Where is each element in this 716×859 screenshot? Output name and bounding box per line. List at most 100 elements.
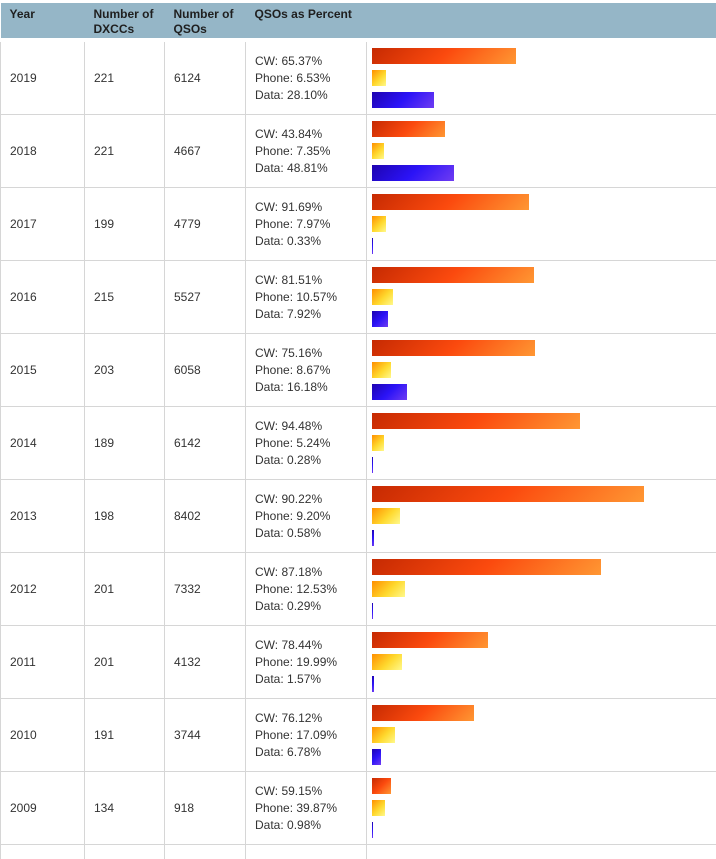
data-percent-label: Data: 0.58%	[255, 525, 322, 540]
year-cell: 2011	[0, 625, 85, 699]
mode-bars-cell	[365, 260, 716, 334]
year-cell: 2016	[0, 260, 85, 334]
phone-percent-label: Phone: 19.99%	[255, 654, 338, 669]
data-bar	[372, 311, 388, 327]
phone-bar	[372, 70, 386, 86]
cw-bar	[372, 267, 534, 283]
phone-bar	[372, 435, 384, 451]
phone-bar	[372, 581, 405, 597]
year-cell: 2010	[0, 698, 85, 772]
table-row: 2010 191 3744 CW: 76.12% Phone: 17.09% Data: …	[0, 698, 716, 772]
cw-percent-label: CW: 75.16%	[255, 345, 323, 360]
cw-percent-label: CW: 87.18%	[255, 564, 323, 579]
mode-bars-cell	[365, 698, 716, 772]
year-cell: 2015	[0, 333, 85, 407]
mode-percent-cell: CW: 90.22% Phone: 9.20% Data: 0.58%	[245, 479, 367, 553]
data-percent-label: Data: 48.81%	[255, 160, 328, 175]
cw-percent-label: CW: 90.22%	[255, 491, 323, 506]
mode-percent-cell: CW: 87.18% Phone: 12.53% Data: 0.29%	[245, 552, 367, 626]
mode-bars-cell	[365, 187, 716, 261]
cw-percent-label: CW: 94.48%	[255, 418, 323, 433]
mode-percent-cell: CW: 94.48% Phone: 5.24% Data: 0.28%	[245, 406, 367, 480]
header-row: Year Number of DXCCs Number of QSOs QSOs…	[0, 0, 716, 42]
mode-bars-cell	[365, 406, 716, 480]
cw-bar	[372, 48, 516, 64]
data-percent-label: Data: 0.28%	[255, 452, 322, 467]
cw-percent-label: CW: 78.44%	[255, 637, 323, 652]
col-header-qsos: Number of QSOs	[164, 0, 246, 42]
data-bar	[372, 749, 381, 765]
year-cell: 2009	[0, 771, 85, 845]
mode-percent-cell: CW: 81.51% Phone: 10.57% Data: 7.92%	[245, 260, 367, 334]
dxcc-count-cell: 201	[84, 552, 165, 626]
mode-percent-cell: CW: 75.16% Phone: 8.67% Data: 16.18%	[245, 333, 367, 407]
table-row: 2009 134 918 CW: 59.15% Phone: 39.87% Data: 0…	[0, 771, 716, 845]
qso-count-cell: 7332	[164, 552, 246, 626]
cw-percent-label: CW: 43.84%	[255, 126, 323, 141]
dxcc-count-cell: 199	[84, 187, 165, 261]
phone-percent-label: Phone: 6.53%	[255, 70, 331, 85]
mode-percent-cell: CW: 78.44% Phone: 19.99% Data: 1.57%	[245, 625, 367, 699]
data-percent-label: Data: 0.33%	[255, 233, 322, 248]
mode-percent-cell: CW: 59.15% Phone: 39.87% Data: 0.98%	[245, 771, 367, 845]
table-row: 2015 203 6058 CW: 75.16% Phone: 8.67% Data: 1…	[0, 333, 716, 407]
phone-percent-label: Phone: 7.35%	[255, 143, 331, 158]
dxcc-count-cell: 221	[84, 39, 165, 115]
mode-bars-cell	[365, 552, 716, 626]
phone-bar	[372, 362, 391, 378]
qso-count-cell: 4132	[164, 625, 246, 699]
year-cell: 2017	[0, 187, 85, 261]
empty-cell	[365, 844, 716, 859]
dxcc-count-cell: 189	[84, 406, 165, 480]
data-percent-label: Data: 28.10%	[255, 87, 328, 102]
phone-percent-label: Phone: 10.57%	[255, 289, 338, 304]
data-percent-label: Data: 7.92%	[255, 306, 322, 321]
table-row: 2011 201 4132 CW: 78.44% Phone: 19.99% Data: …	[0, 625, 716, 699]
phone-percent-label: Phone: 5.24%	[255, 435, 331, 450]
year-cell: 2014	[0, 406, 85, 480]
year-cell: 2018	[0, 114, 85, 188]
cw-percent-label: CW: 81.51%	[255, 272, 323, 287]
data-bar	[372, 457, 373, 473]
qso-count-cell: 3744	[164, 698, 246, 772]
data-bar	[372, 676, 374, 692]
data-bar	[372, 530, 374, 546]
year-cell: 2012	[0, 552, 85, 626]
table-header: Year Number of DXCCs Number of QSOs QSOs…	[0, 0, 716, 42]
qso-count-cell: 918	[164, 771, 246, 845]
data-percent-label: Data: 0.98%	[255, 817, 322, 832]
qso-count-cell: 8402	[164, 479, 246, 553]
cw-bar	[372, 486, 644, 502]
table-row: 2016 215 5527 CW: 81.51% Phone: 10.57% Data: …	[0, 260, 716, 334]
data-bar	[372, 384, 407, 400]
phone-bar	[372, 727, 395, 743]
year-cell: 2019	[0, 39, 85, 115]
phone-bar	[372, 654, 402, 670]
cw-bar	[372, 121, 445, 137]
mode-bars-cell	[365, 114, 716, 188]
dxcc-count-cell: 203	[84, 333, 165, 407]
cw-percent-label: CW: 91.69%	[255, 199, 323, 214]
mode-bars-cell	[365, 333, 716, 407]
qso-count-cell: 6142	[164, 406, 246, 480]
partial-next-row	[0, 844, 716, 859]
cw-bar	[372, 413, 580, 429]
cw-bar	[372, 778, 391, 794]
table-row: 2018 221 4667 CW: 43.84% Phone: 7.35% Data: 4…	[0, 114, 716, 188]
data-bar	[372, 603, 373, 619]
phone-bar	[372, 216, 386, 232]
col-header-percent: QSOs as Percent	[245, 0, 716, 42]
mode-bars-cell	[365, 625, 716, 699]
col-header-year: Year	[0, 0, 85, 42]
mode-percent-cell: CW: 43.84% Phone: 7.35% Data: 48.81%	[245, 114, 367, 188]
qso-count-cell: 6124	[164, 39, 246, 115]
mode-bars-cell	[365, 771, 716, 845]
cw-percent-label: CW: 76.12%	[255, 710, 323, 725]
data-bar	[372, 238, 373, 254]
phone-bar	[372, 800, 385, 816]
table-body: 2019 221 6124 CW: 65.37% Phone: 6.53% Data: 2…	[0, 39, 716, 859]
dxcc-count-cell: 215	[84, 260, 165, 334]
table-row: 2019 221 6124 CW: 65.37% Phone: 6.53% Data: 2…	[0, 39, 716, 115]
table-row: 2012 201 7332 CW: 87.18% Phone: 12.53% Data: …	[0, 552, 716, 626]
